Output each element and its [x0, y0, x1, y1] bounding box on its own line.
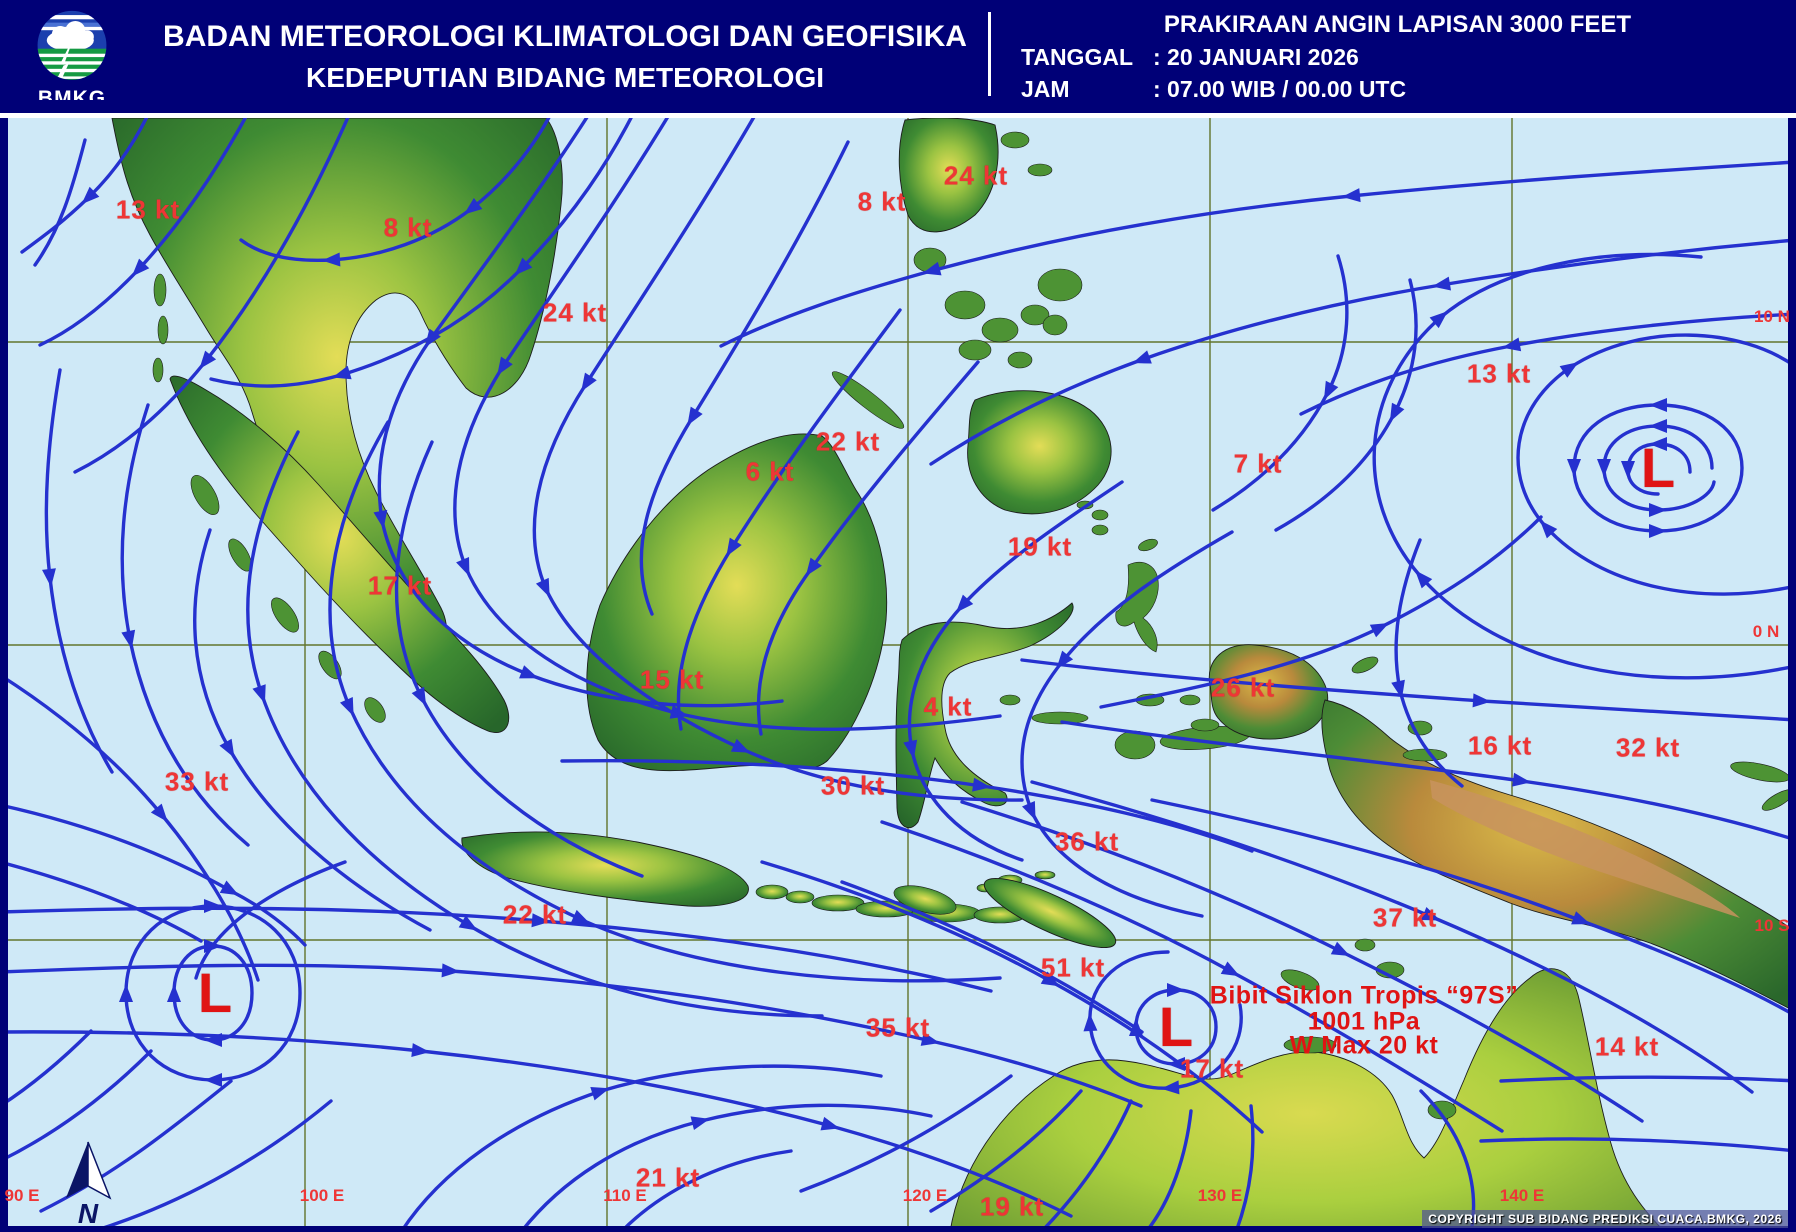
landmass-papua-islands — [1179, 656, 1795, 811]
org-title-block: BADAN METEOROLOGI KLIMATOLOGI DAN GEOFIS… — [150, 0, 980, 113]
time-value: : 07.00 WIB / 00.00 UTC — [1153, 75, 1407, 102]
product-info-block: PRAKIRAAN ANGIN LAPISAN 3000 FEET TANGGA… — [1005, 0, 1790, 113]
date-row: TANGGAL : 20 JANUARI 2026 — [1005, 44, 1790, 71]
north-compass-icon — [66, 1141, 112, 1200]
landmass-palawan — [831, 371, 905, 429]
header: BMKG BADAN METEOROLOGI KLIMATOLOGI DAN G… — [0, 0, 1796, 113]
date-value: : 20 JANUARI 2026 — [1153, 43, 1359, 70]
product-title: PRAKIRAAN ANGIN LAPISAN 3000 FEET — [1163, 10, 1632, 38]
copyright-notice: COPYRIGHT SUB BIDANG PREDIKSI CUACA.BMKG… — [1422, 1210, 1788, 1228]
time-label: JAM — [1021, 75, 1070, 102]
wind-streamlines — [0, 100, 1796, 1232]
time-row: JAM : 07.00 WIB / 00.00 UTC — [1005, 76, 1790, 103]
landmass-australia-islands — [1283, 1036, 1457, 1120]
header-divider — [988, 12, 991, 96]
map-canvas — [0, 100, 1796, 1232]
landmass-timor — [983, 878, 1117, 948]
org-name-line2: KEDEPUTIAN BIDANG METEOROLOGI — [305, 61, 824, 93]
date-label: TANGGAL — [1021, 43, 1134, 70]
bmkg-logo-icon — [37, 10, 107, 80]
bmkg-logo: BMKG — [24, 5, 120, 110]
streamline-map: N 13 kt 8 kt 24 kt 8 kt 24 kt 22 kt 6 kt 13 kt 7… — [0, 100, 1796, 1232]
org-name-line1: BADAN METEOROLOGI KLIMATOLOGI DAN GEOFIS… — [163, 19, 967, 53]
map-border — [0, 100, 1796, 1232]
papua-ridge — [1430, 780, 1740, 918]
